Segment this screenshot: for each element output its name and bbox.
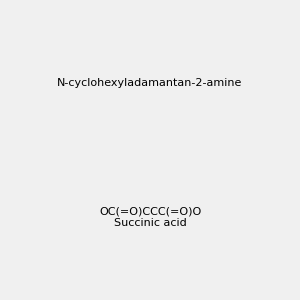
Text: N-cyclohexyladamantan-2-amine: N-cyclohexyladamantan-2-amine: [57, 77, 243, 88]
Text: OC(=O)CCC(=O)O
Succinic acid: OC(=O)CCC(=O)O Succinic acid: [99, 207, 201, 228]
